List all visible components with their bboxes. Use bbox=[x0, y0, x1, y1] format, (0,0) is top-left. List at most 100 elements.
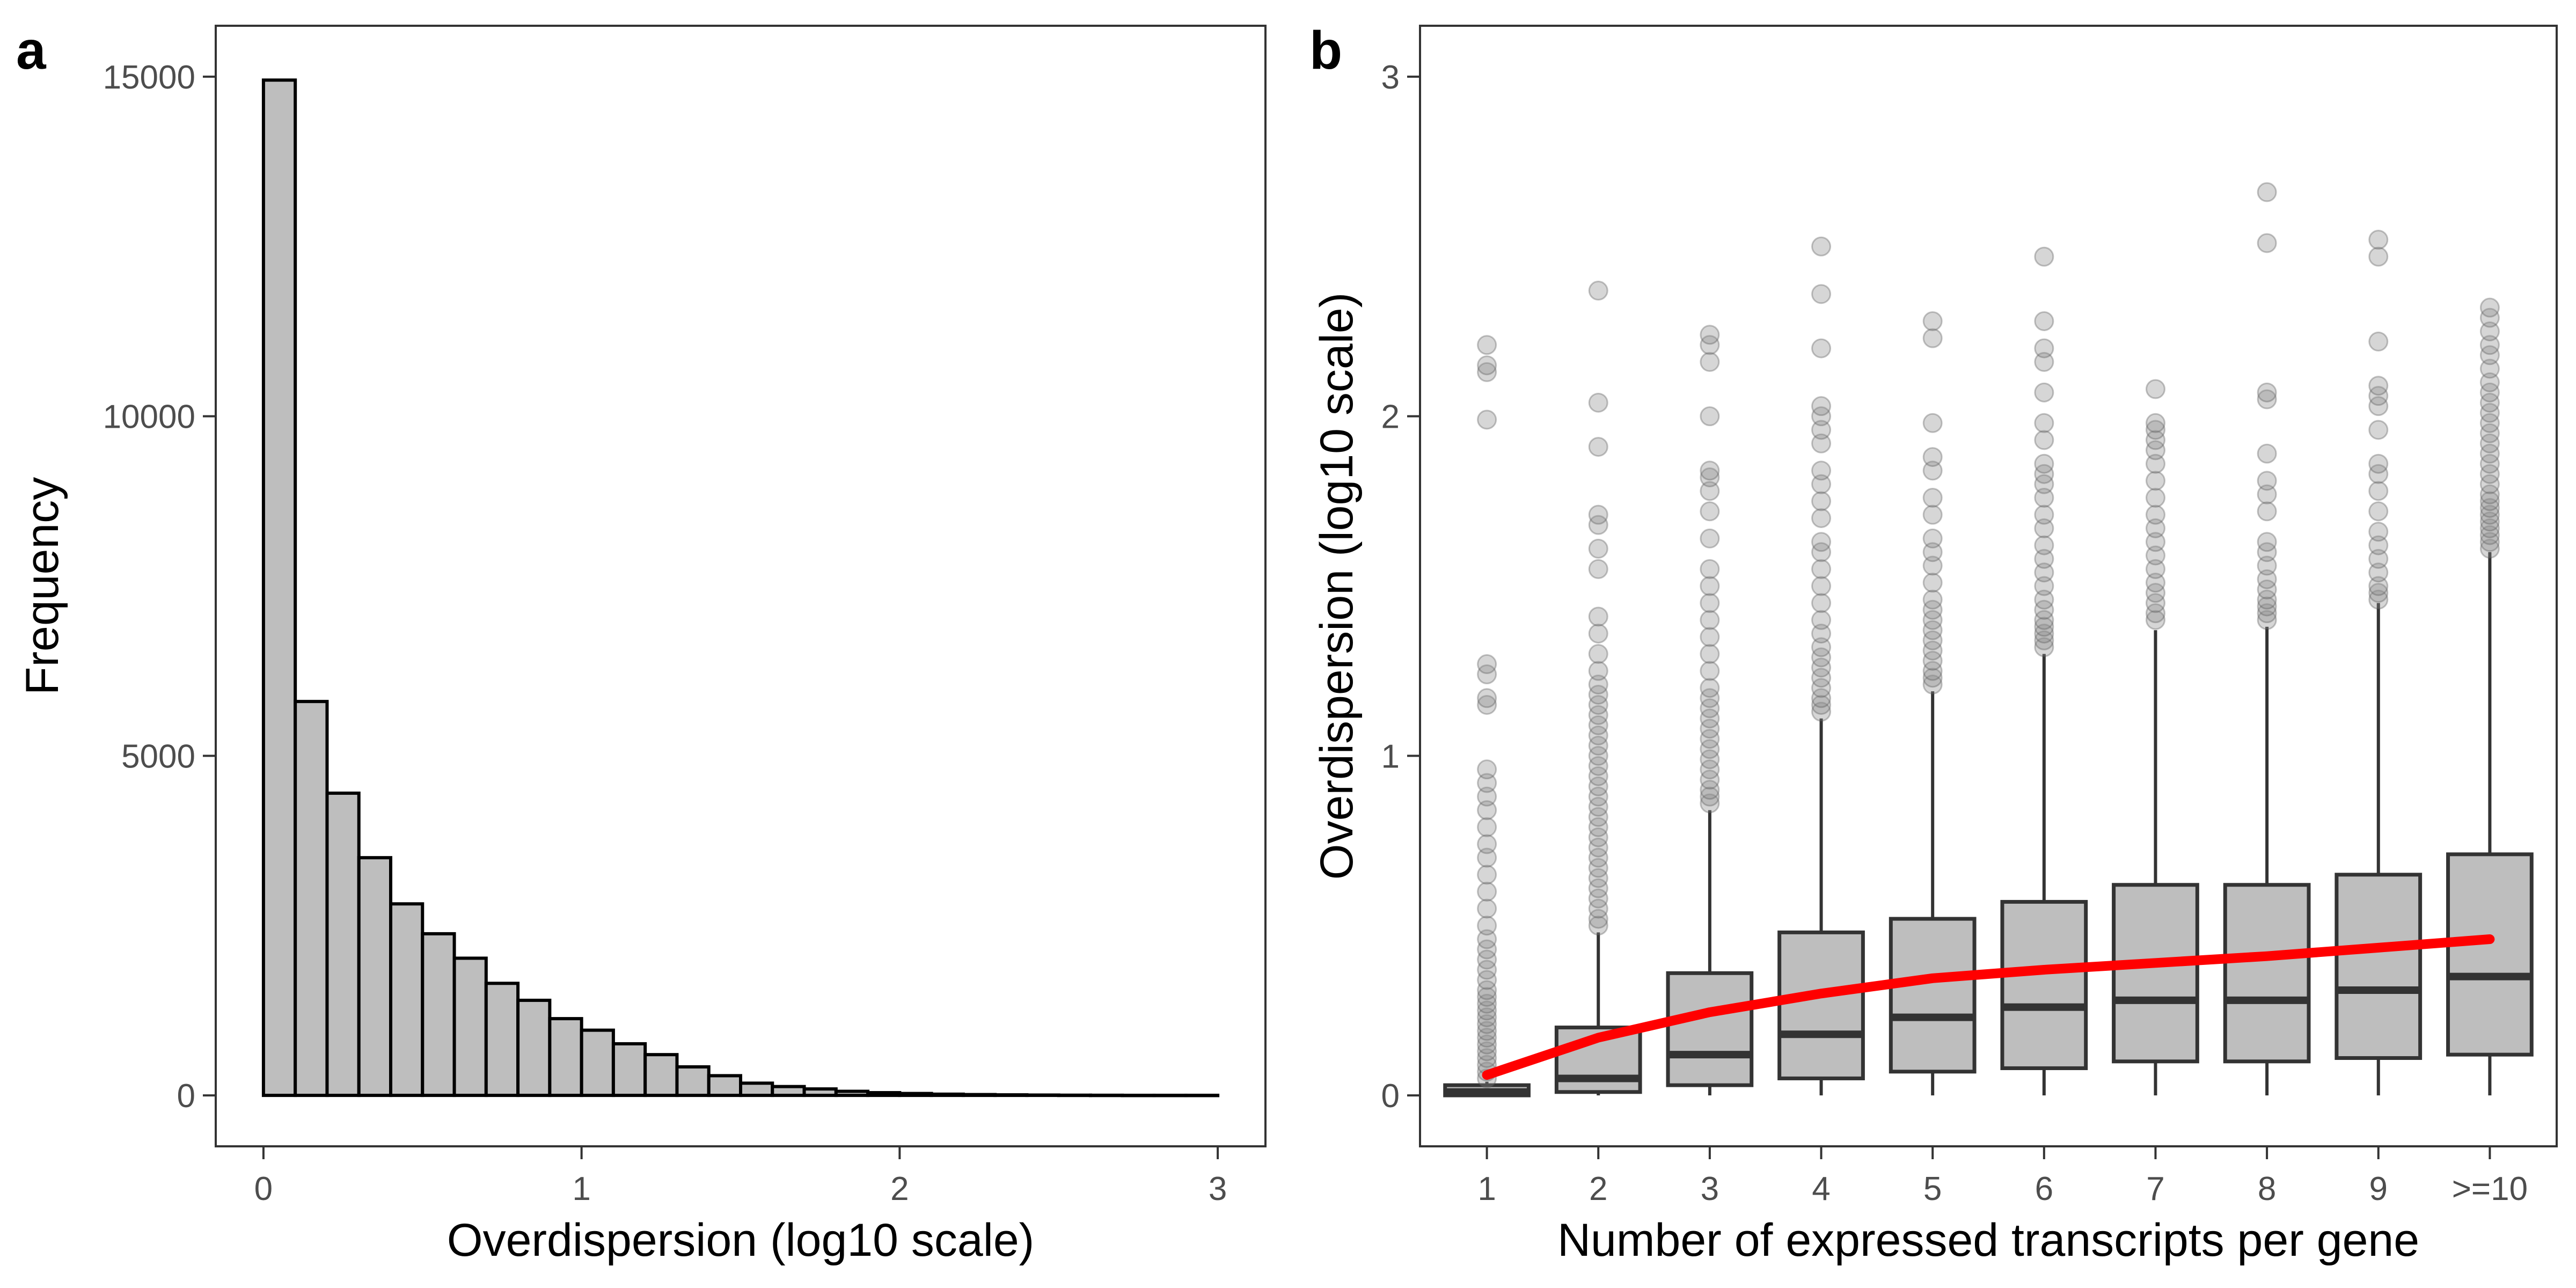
x-tick-label: 3 bbox=[1701, 1170, 1719, 1208]
panel-a-x-ticks: 0 1 2 3 bbox=[254, 1146, 1227, 1208]
outlier-point bbox=[1700, 786, 1720, 807]
box bbox=[1889, 917, 1977, 1074]
outlier-point bbox=[1588, 504, 1608, 525]
outlier-point bbox=[1477, 987, 1497, 1007]
outlier-point bbox=[1588, 776, 1608, 796]
outlier-point bbox=[1477, 688, 1497, 708]
box bbox=[2000, 899, 2088, 1070]
outlier-point bbox=[1588, 538, 1608, 559]
outlier-point bbox=[1922, 311, 1943, 331]
outlier-point bbox=[2034, 352, 2054, 372]
histogram-bar bbox=[1057, 1093, 1093, 1097]
outlier-point bbox=[1477, 362, 1497, 382]
histogram-bar bbox=[898, 1092, 933, 1097]
outlier-point bbox=[1588, 909, 1608, 929]
y-tick-label: 3 bbox=[1381, 59, 1400, 96]
outlier-point bbox=[1700, 780, 1720, 800]
outlier-point bbox=[1811, 624, 1832, 644]
outlier-point bbox=[1477, 773, 1497, 793]
outlier-point bbox=[1700, 528, 1720, 548]
outlier-point bbox=[1477, 694, 1497, 715]
outlier-point bbox=[1922, 528, 1943, 548]
outlier-point bbox=[1811, 284, 1832, 304]
outlier-point bbox=[2368, 589, 2389, 610]
outlier-point bbox=[1922, 661, 1943, 681]
outlier-point bbox=[1922, 573, 1943, 593]
outlier-point bbox=[1477, 834, 1497, 854]
outlier-point bbox=[1811, 668, 1832, 688]
outlier-point bbox=[1700, 481, 1720, 501]
outlier-point bbox=[1811, 396, 1832, 416]
outlier-point bbox=[2257, 389, 2277, 409]
x-tick-label: 7 bbox=[2146, 1170, 2164, 1208]
outlier-point bbox=[2034, 518, 2054, 538]
outlier-point bbox=[1811, 236, 1832, 257]
y-tick-label: 2 bbox=[1381, 399, 1400, 436]
outlier-point bbox=[1588, 437, 1608, 457]
outlier-point bbox=[2034, 311, 2054, 331]
outlier-point bbox=[1700, 627, 1720, 647]
outlier-point bbox=[2145, 545, 2165, 566]
outlier-point bbox=[2479, 423, 2500, 443]
outlier-point bbox=[2368, 535, 2389, 555]
outlier-point bbox=[1700, 559, 1720, 579]
outlier-point bbox=[1477, 970, 1497, 990]
histogram-bar bbox=[452, 956, 488, 1097]
histogram-bar bbox=[643, 1053, 679, 1097]
outlier-point bbox=[1811, 406, 1832, 427]
outlier-point bbox=[2368, 522, 2389, 542]
outlier-point bbox=[2479, 491, 2500, 511]
outlier-point bbox=[1700, 593, 1720, 613]
outlier-point bbox=[2479, 402, 2500, 423]
outlier-point bbox=[1922, 620, 1943, 640]
histogram-bar bbox=[675, 1065, 711, 1097]
x-tick-label: 5 bbox=[1923, 1170, 1942, 1208]
outlier-point bbox=[2145, 471, 2165, 491]
x-tick-label: 3 bbox=[1209, 1170, 1227, 1208]
outlier-point bbox=[2145, 487, 2165, 508]
outlier-point bbox=[2145, 532, 2165, 552]
outlier-point bbox=[2257, 182, 2277, 202]
outlier-point bbox=[1588, 559, 1608, 579]
outlier-point bbox=[2368, 583, 2389, 603]
histogram-bar bbox=[484, 982, 520, 1097]
outlier-point bbox=[2257, 443, 2277, 464]
panel-a-x-axis-title: Overdispersion (log10 scale) bbox=[447, 1214, 1035, 1266]
panel-b-boxes bbox=[1443, 852, 2534, 1097]
outlier-point bbox=[1700, 467, 1720, 488]
outlier-point bbox=[2368, 396, 2389, 416]
outlier-point bbox=[1588, 515, 1608, 535]
outlier-point bbox=[2368, 548, 2389, 569]
outlier-point bbox=[1700, 661, 1720, 681]
outlier-point bbox=[1477, 1048, 1497, 1068]
outlier-point bbox=[1700, 460, 1720, 481]
outlier-point bbox=[2257, 610, 2277, 630]
outlier-point bbox=[1700, 644, 1720, 664]
outlier-point bbox=[2145, 610, 2165, 630]
outlier-point bbox=[2257, 532, 2277, 552]
outlier-point bbox=[1811, 593, 1832, 613]
outlier-point bbox=[1922, 460, 1943, 481]
outlier-point bbox=[1588, 606, 1608, 627]
outlier-point bbox=[2257, 589, 2277, 610]
outlier-point bbox=[1811, 688, 1832, 708]
panel-b-outliers bbox=[1477, 182, 2500, 1088]
outlier-point bbox=[2368, 230, 2389, 250]
outlier-point bbox=[2479, 443, 2500, 464]
outlier-point bbox=[2034, 637, 2054, 657]
box bbox=[2334, 873, 2423, 1060]
outlier-point bbox=[1700, 678, 1720, 698]
outlier-point bbox=[2145, 573, 2165, 593]
outlier-point bbox=[1700, 698, 1720, 719]
outlier-point bbox=[1922, 640, 1943, 661]
outlier-point bbox=[1477, 929, 1497, 949]
outlier-point bbox=[2479, 308, 2500, 328]
y-tick-label: 0 bbox=[1381, 1078, 1400, 1115]
outlier-point bbox=[1477, 409, 1497, 430]
y-tick-label: 10000 bbox=[103, 399, 195, 436]
outlier-point bbox=[1588, 694, 1608, 715]
outlier-point bbox=[1700, 325, 1720, 345]
outlier-point bbox=[2479, 484, 2500, 504]
outlier-point bbox=[2479, 464, 2500, 484]
outlier-point bbox=[2368, 576, 2389, 596]
